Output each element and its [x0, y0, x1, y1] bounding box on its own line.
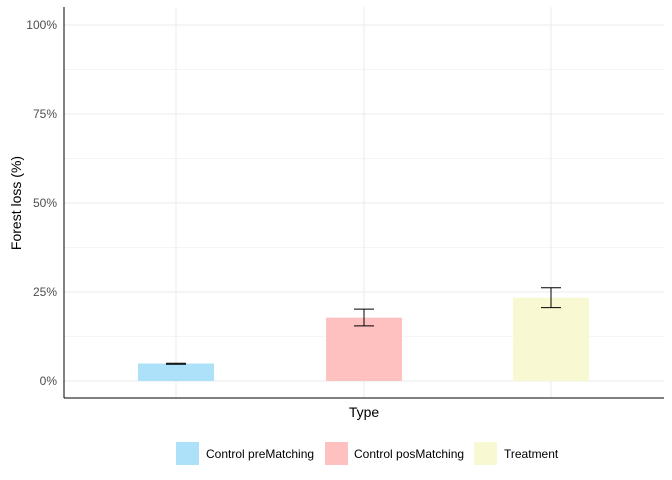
legend-item-2: Control posMatching: [325, 442, 464, 465]
error-bar-2: [354, 308, 374, 327]
y-tick-label: 100%: [26, 18, 57, 32]
bar-2: [326, 317, 402, 381]
y-tick-label: 50%: [33, 196, 57, 210]
bars-group: [138, 297, 589, 381]
legend-key: [325, 442, 348, 465]
bar-1: [138, 363, 214, 381]
y-axis-title: Forest loss (%): [8, 156, 24, 250]
error-bar-3: [541, 287, 561, 309]
grid-lines: [64, 7, 664, 398]
bar-3: [513, 297, 589, 381]
y-tick-label: 75%: [33, 107, 57, 121]
x-axis-title: Type: [349, 404, 380, 420]
y-tick-label: 0%: [40, 374, 58, 388]
legend-key: [474, 442, 497, 465]
y-tick-label: 25%: [33, 285, 57, 299]
y-tick-labels: 0% 25% 50% 75% 100%: [26, 18, 57, 388]
legend-item-3: Treatment: [474, 442, 559, 465]
legend-key: [176, 442, 199, 465]
axes-group: [63, 7, 664, 399]
legend-label: Control posMatching: [354, 447, 464, 461]
legend-label: Treatment: [504, 447, 559, 461]
error-bar-1: [166, 362, 186, 365]
legend-item-1: Control preMatching: [176, 442, 314, 465]
error-bars-group: [166, 287, 561, 365]
legend: Control preMatching Control posMatching Tr…: [176, 442, 559, 465]
legend-label: Control preMatching: [206, 447, 314, 461]
